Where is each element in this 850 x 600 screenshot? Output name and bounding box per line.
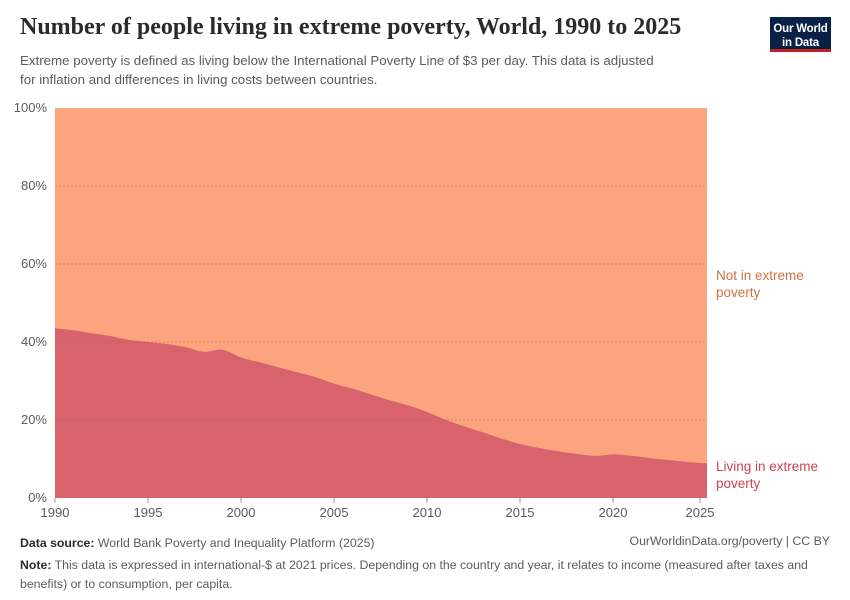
svg-text:Not in extreme: Not in extreme <box>716 268 804 283</box>
svg-text:2015: 2015 <box>506 505 535 520</box>
svg-text:Living in extreme: Living in extreme <box>716 459 818 474</box>
svg-text:80%: 80% <box>21 178 47 193</box>
svg-text:2020: 2020 <box>599 505 628 520</box>
svg-text:2000: 2000 <box>227 505 256 520</box>
svg-text:100%: 100% <box>14 100 48 115</box>
svg-text:60%: 60% <box>21 256 47 271</box>
svg-text:poverty: poverty <box>716 285 761 300</box>
svg-text:2010: 2010 <box>413 505 442 520</box>
svg-text:40%: 40% <box>21 334 47 349</box>
svg-text:2025: 2025 <box>686 505 715 520</box>
svg-text:1995: 1995 <box>134 505 163 520</box>
svg-text:poverty: poverty <box>716 476 761 491</box>
svg-text:2005: 2005 <box>320 505 349 520</box>
svg-text:1990: 1990 <box>41 505 70 520</box>
svg-text:0%: 0% <box>28 490 47 505</box>
svg-text:20%: 20% <box>21 412 47 427</box>
